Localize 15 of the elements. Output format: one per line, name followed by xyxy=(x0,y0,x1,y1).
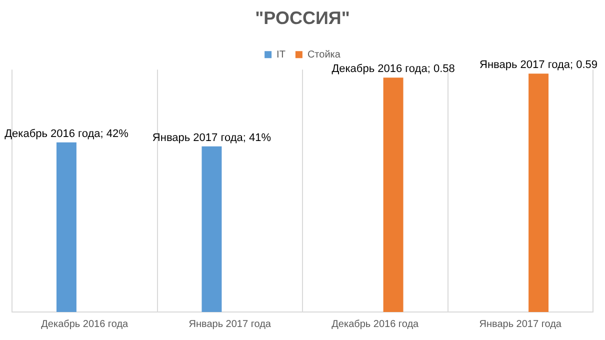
bar xyxy=(528,74,549,312)
data-label: Декабрь 2016 года; 0.58 xyxy=(332,63,455,76)
x-tick-label: Декабрь 2016 года xyxy=(41,318,129,330)
x-tick-label: Январь 2017 года xyxy=(188,318,272,330)
data-label: Январь 2017 года; 41% xyxy=(152,132,272,144)
x-tick-label: Январь 2017 года xyxy=(479,318,562,330)
data-label: Январь 2017 года; 0.59 xyxy=(480,59,598,72)
legend-label: Стойка xyxy=(307,49,341,60)
legend-label: IT xyxy=(276,49,286,60)
bar xyxy=(56,142,76,312)
data-label: Декабрь 2016 года; 42% xyxy=(4,128,129,140)
bar xyxy=(202,146,222,312)
bar xyxy=(383,78,404,312)
x-tick-label: Декабрь 2016 года xyxy=(332,318,420,330)
chart-title: "РОССИЯ" xyxy=(255,8,350,28)
